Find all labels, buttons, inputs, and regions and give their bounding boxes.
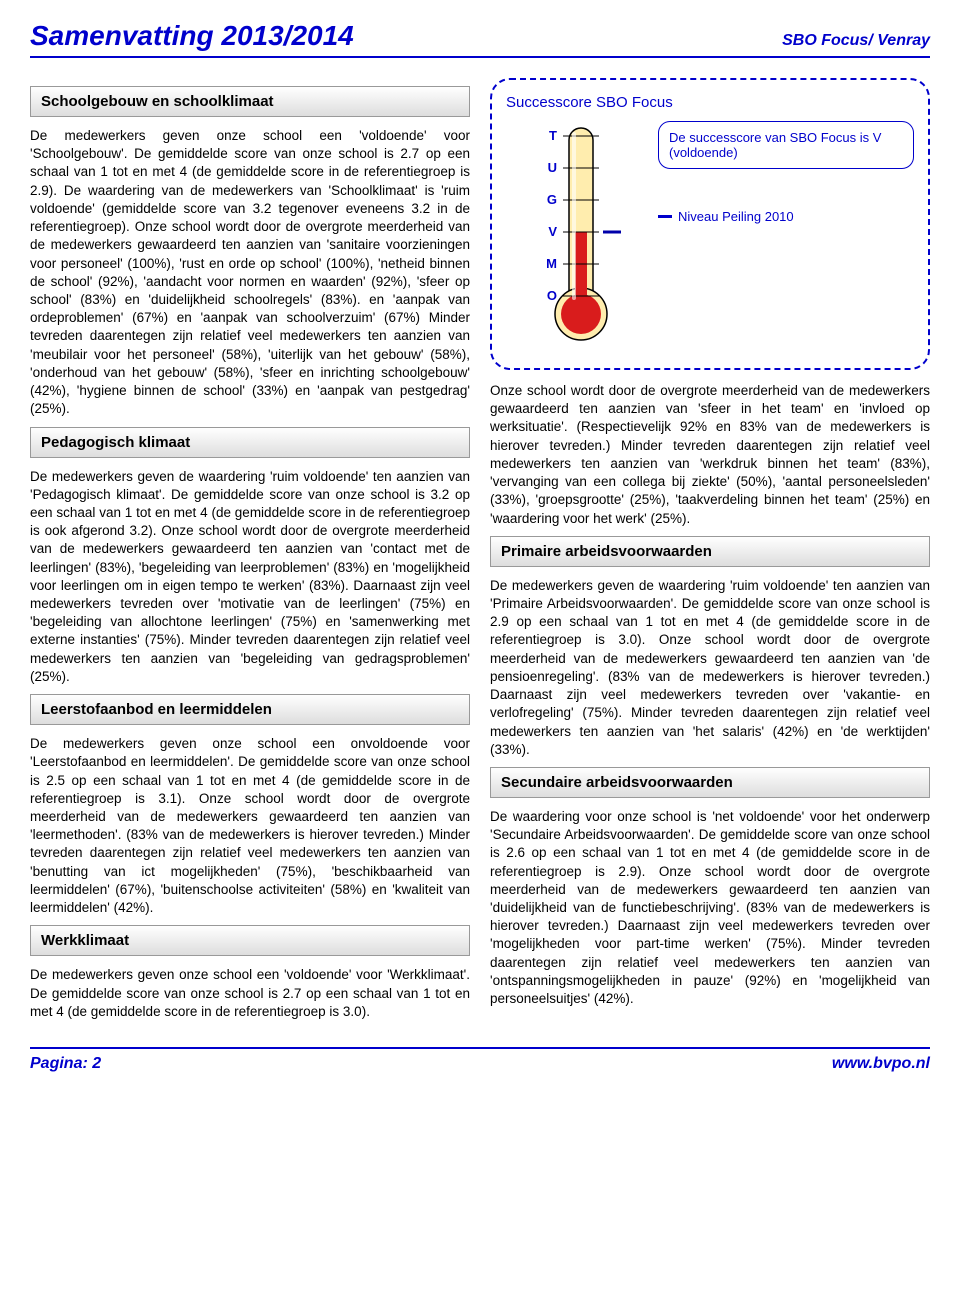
- thermometer-side: De successcore van SBO Focus is V (voldo…: [658, 121, 914, 224]
- svg-text:M: M: [546, 256, 557, 271]
- thermometer-title: Successcore SBO Focus: [506, 94, 914, 111]
- svg-text:T: T: [549, 128, 557, 143]
- section-pedagogisch-text: De medewerkers geven de waardering 'ruim…: [30, 468, 470, 687]
- thermometer-legend: Niveau Peiling 2010: [658, 209, 914, 224]
- section-primaire-header: Primaire arbeidsvoorwaarden: [490, 536, 930, 567]
- header-school: SBO Focus/ Venray: [782, 32, 930, 50]
- svg-text:O: O: [547, 288, 557, 303]
- thermometer-content: T U G V M O De successcore van SBO Focus is V…: [506, 121, 914, 354]
- svg-text:U: U: [548, 160, 557, 175]
- svg-text:V: V: [548, 224, 557, 239]
- thermometer-graphic: T U G V M O: [506, 121, 646, 354]
- right-column: Successcore SBO Focus T U G V M O De successc…: [490, 78, 930, 1027]
- thermometer-box: Successcore SBO Focus T U G V M O De successc…: [490, 78, 930, 370]
- footer-url: www.bvpo.nl: [832, 1055, 930, 1073]
- page: Samenvatting 2013/2014 SBO Focus/ Venray…: [0, 0, 960, 1093]
- thermometer-callout: De successcore van SBO Focus is V (voldo…: [658, 121, 914, 169]
- footer-page-number: Pagina: 2: [30, 1055, 101, 1073]
- page-header: Samenvatting 2013/2014 SBO Focus/ Venray: [30, 20, 930, 58]
- svg-text:G: G: [547, 192, 557, 207]
- page-footer: Pagina: 2 www.bvpo.nl: [30, 1047, 930, 1073]
- legend-label: Niveau Peiling 2010: [678, 209, 794, 224]
- section-secundaire-header: Secundaire arbeidsvoorwaarden: [490, 767, 930, 798]
- section-pedagogisch-header: Pedagogisch klimaat: [30, 427, 470, 458]
- section-werkklimaat-text: De medewerkers geven onze school een 'vo…: [30, 966, 470, 1021]
- content-columns: Schoolgebouw en schoolklimaat De medewer…: [30, 78, 930, 1027]
- left-column: Schoolgebouw en schoolklimaat De medewer…: [30, 78, 470, 1027]
- section-werkklimaat-header: Werkklimaat: [30, 925, 470, 956]
- header-title: Samenvatting 2013/2014: [30, 20, 354, 52]
- section-secundaire-text: De waardering voor onze school is 'net v…: [490, 808, 930, 1008]
- legend-dash-icon: [658, 215, 672, 218]
- section-schoolgebouw-header: Schoolgebouw en schoolklimaat: [30, 86, 470, 117]
- thermometer-icon: T U G V M O: [506, 121, 646, 351]
- section-schoolgebouw-text: De medewerkers geven onze school een 'vo…: [30, 127, 470, 419]
- section-leerstof-text: De medewerkers geven onze school een onv…: [30, 735, 470, 917]
- section-primaire-text: De medewerkers geven de waardering 'ruim…: [490, 577, 930, 759]
- section-leerstof-header: Leerstofaanbod en leermiddelen: [30, 694, 470, 725]
- right-intro-text: Onze school wordt door de overgrote meer…: [490, 382, 930, 528]
